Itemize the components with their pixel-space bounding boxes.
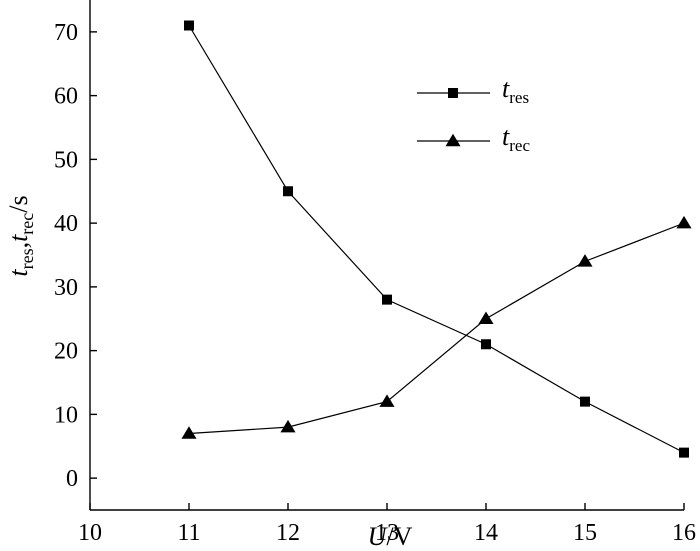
y-axis-label-sub1: res [17, 248, 37, 269]
y-tick-label: 10 [54, 402, 78, 428]
y-axis-label-comma: , [4, 242, 33, 249]
y-tick-label: 0 [66, 466, 78, 492]
data-point-t_rec [577, 254, 593, 267]
legend-item-t_rec: trec [417, 122, 530, 155]
series-line-t_res [188, 25, 685, 454]
x-tick-label: 10 [78, 520, 102, 546]
legend-label-t_res: tres [502, 74, 529, 107]
y-axis-label: tres,trec/s [4, 195, 37, 276]
y-tick-label: 20 [54, 339, 78, 365]
y-axis-label-sub2: rec [17, 213, 37, 235]
x-axis-label-unit: /V [386, 522, 412, 551]
series-t_res [184, 20, 689, 458]
axes [89, 0, 684, 511]
y-axis-label-t2: t [4, 234, 33, 242]
data-point-t_rec [478, 311, 494, 325]
x-axis-label: U/V [368, 522, 413, 551]
axis-ticks: 10 11 12 13 14 15 16 0 10 20 30 40 50 60 70 [54, 20, 696, 546]
x-tick-label: 16 [672, 520, 696, 546]
y-tick-label: 50 [54, 147, 78, 173]
data-point-t_res [679, 447, 689, 458]
data-series [181, 20, 692, 458]
data-point-t_rec [280, 419, 296, 433]
legend-label-t_rec: trec [502, 122, 530, 155]
y-tick-label: 40 [54, 211, 78, 237]
y-tick-label: 60 [54, 84, 78, 110]
x-tick-label: 12 [276, 520, 300, 546]
y-axis-label-t1: t [4, 269, 33, 277]
data-point-t_res [382, 294, 392, 305]
series-line-t_rec [188, 222, 685, 435]
y-tick-label: 70 [54, 20, 78, 46]
x-tick-label: 15 [573, 520, 597, 546]
x-axis-label-variable: U [368, 522, 389, 551]
series-t_rec [181, 215, 692, 439]
data-point-t_res [283, 186, 293, 197]
x-tick-label: 11 [177, 520, 200, 546]
data-point-t_res [481, 339, 491, 350]
y-tick-label: 30 [54, 275, 78, 301]
y-axis-label-unit: /s [4, 195, 33, 212]
legend-item-t_res: tres [417, 74, 529, 107]
data-point-t_res [184, 20, 194, 31]
data-point-t_rec [379, 394, 395, 407]
legend-marker-t_rec [445, 133, 461, 147]
legend: tres trec [417, 74, 530, 155]
data-point-t_rec [676, 215, 692, 229]
x-tick-label: 13 [375, 520, 399, 546]
data-point-t_res [580, 396, 590, 407]
data-point-t_rec [181, 426, 197, 439]
x-tick-label: 14 [474, 520, 498, 546]
legend-marker-t_res [448, 88, 458, 98]
